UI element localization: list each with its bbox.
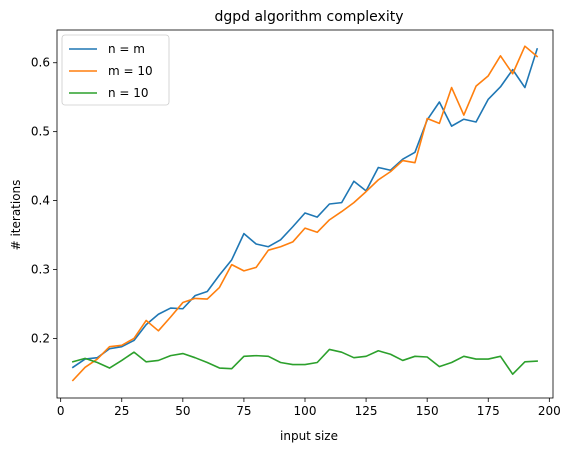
series-line-3: [71, 348, 538, 376]
x-tick-label: 25: [114, 404, 129, 418]
x-tick-label: 125: [355, 404, 378, 418]
x-axis: 0 25 50 75 100 125 150 175 200: [57, 398, 561, 418]
chart-title: dgpd algorithm complexity: [214, 9, 403, 25]
x-tick-label: 150: [416, 404, 439, 418]
x-tick-label: 50: [175, 404, 190, 418]
series-line-2: [71, 45, 539, 382]
x-tick-label: 175: [477, 404, 500, 418]
y-tick-label: 0.5: [31, 125, 50, 139]
x-tick-label: 200: [538, 404, 561, 418]
x-tick-label: 100: [294, 404, 317, 418]
y-tick-label: 0.3: [31, 262, 50, 276]
series-layer: [71, 45, 539, 382]
y-tick-label: 0.2: [31, 331, 50, 345]
x-axis-label: input size: [280, 429, 338, 443]
y-tick-label: 0.4: [31, 194, 50, 208]
series-line-1: [71, 47, 539, 369]
y-axis-label: # iterations: [9, 180, 23, 251]
legend-label: n = 10: [108, 86, 149, 100]
legend-label: m = 10: [108, 64, 153, 78]
x-tick-label: 75: [236, 404, 251, 418]
legend-box: [61, 34, 170, 106]
y-tick-label: 0.6: [31, 56, 50, 70]
legend: n = m m = 10 n = 10: [61, 34, 170, 106]
x-tick-label: 0: [57, 404, 65, 418]
legend-label: n = m: [108, 42, 145, 56]
y-axis: 0.2 0.3 0.4 0.5 0.6: [31, 56, 57, 345]
